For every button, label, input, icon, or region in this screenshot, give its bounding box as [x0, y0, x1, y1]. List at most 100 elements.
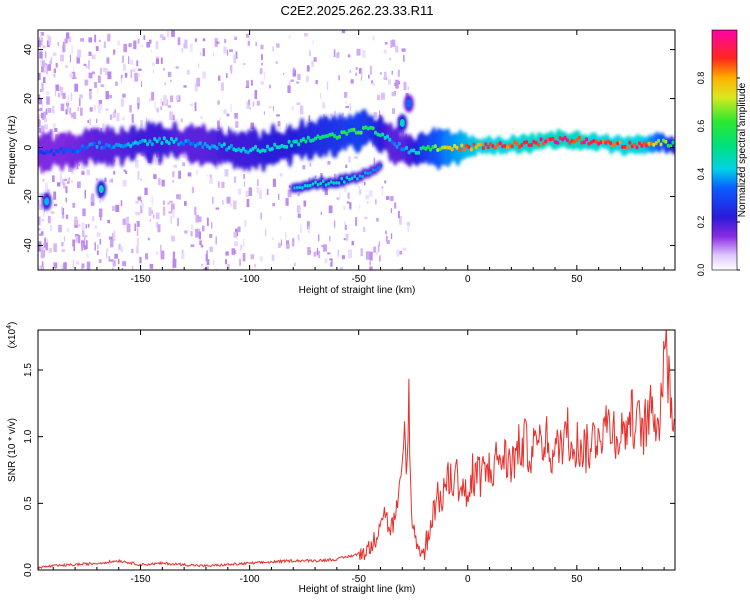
ridge-core — [409, 148, 413, 153]
noise-speck — [336, 197, 340, 200]
noise-speck — [243, 63, 246, 65]
ridge-core — [242, 146, 245, 151]
noise-speck — [360, 248, 363, 257]
ridge-core — [645, 143, 649, 148]
noise-speck — [223, 46, 227, 54]
noise-speck — [161, 101, 164, 106]
noise-speck — [271, 254, 275, 261]
noise-speck — [260, 187, 262, 196]
noise-speck — [141, 205, 145, 209]
noise-speck — [139, 256, 142, 264]
noise-speck — [71, 166, 74, 174]
ridge-core — [174, 137, 178, 142]
noise-speck — [272, 106, 275, 112]
noise-speck — [40, 33, 42, 41]
ridge-core — [657, 138, 661, 143]
noise-speck — [38, 216, 41, 226]
noise-speck — [263, 71, 266, 80]
noise-speck — [50, 224, 52, 231]
noise-speck — [113, 49, 116, 55]
branch-core — [353, 174, 356, 179]
ridge-core — [222, 142, 226, 147]
noise-speck — [200, 115, 203, 120]
noise-speck — [109, 114, 113, 120]
noise-speck — [345, 164, 348, 168]
ridge-core — [47, 150, 51, 155]
noise-speck — [285, 243, 290, 249]
noise-speck — [46, 96, 50, 105]
ridge-core — [575, 138, 579, 142]
ridge-core — [354, 130, 358, 135]
noise-speck — [279, 173, 283, 177]
noise-speck — [63, 262, 67, 269]
noise-speck — [88, 72, 93, 79]
noise-speck — [300, 224, 302, 233]
ridge-core — [74, 149, 77, 154]
noise-speck — [349, 207, 352, 211]
noise-speck — [167, 202, 170, 205]
snr-plot-area — [38, 330, 675, 570]
noise-speck — [83, 63, 87, 67]
noise-speck — [296, 81, 300, 84]
noise-speck — [169, 200, 173, 204]
ridge-core — [611, 144, 615, 149]
ridge-core — [498, 141, 502, 146]
noise-speck — [329, 235, 331, 242]
noise-speck — [234, 113, 238, 119]
noise-speck — [65, 214, 69, 219]
noise-speck — [233, 54, 237, 64]
noise-speck — [155, 212, 160, 220]
noise-speck — [98, 259, 102, 264]
noise-speck — [112, 111, 116, 118]
noise-speck — [110, 239, 114, 248]
noise-speck — [46, 40, 50, 47]
noise-speck — [286, 158, 288, 162]
ridge-core — [637, 141, 641, 146]
noise-speck — [235, 51, 238, 59]
noise-speck — [349, 202, 352, 209]
noise-speck — [65, 109, 68, 115]
ridge-core — [594, 139, 598, 144]
noise-speck — [46, 65, 48, 75]
ridge-core — [517, 144, 521, 149]
noise-speck — [122, 261, 127, 267]
noise-speck — [52, 123, 57, 128]
branch-core — [371, 168, 375, 172]
colorbar-tick-label: 0.6 — [696, 120, 706, 133]
noise-speck — [60, 86, 64, 96]
noise-speck — [345, 224, 347, 230]
noise-speck — [123, 43, 127, 53]
noise-speck — [243, 238, 245, 246]
noise-speck — [100, 84, 105, 88]
noise-speck — [322, 101, 325, 105]
noise-speck — [177, 194, 182, 200]
ridge-core — [254, 144, 257, 149]
ridge-core — [328, 132, 332, 137]
noise-speck — [391, 91, 396, 97]
spectrogram-y-ticks: -40 -20 0 20 40 — [23, 44, 675, 253]
noise-speck — [154, 102, 156, 109]
noise-speck — [323, 244, 327, 252]
noise-speck — [50, 57, 53, 64]
colorbar-tick-label: 0.4 — [696, 168, 706, 181]
noise-speck — [38, 108, 42, 112]
noise-speck — [170, 203, 175, 212]
noise-speck — [57, 182, 61, 187]
noise-speck — [77, 49, 82, 58]
noise-speck — [160, 98, 163, 104]
noise-speck — [229, 49, 233, 52]
noise-speck — [376, 217, 379, 222]
snr-y-label: SNR (10 * v/v) — [7, 418, 18, 482]
noise-speck — [45, 108, 48, 115]
noise-speck — [212, 196, 214, 204]
branch-core — [350, 176, 354, 180]
x-tick-label: -50 — [351, 574, 366, 585]
ridge-core — [486, 145, 490, 150]
noise-speck — [302, 165, 306, 170]
x-tick-label: -100 — [240, 574, 260, 585]
noise-speck — [57, 93, 60, 98]
noise-speck — [216, 162, 219, 170]
noise-speck — [279, 215, 281, 220]
noise-speck — [112, 53, 115, 56]
